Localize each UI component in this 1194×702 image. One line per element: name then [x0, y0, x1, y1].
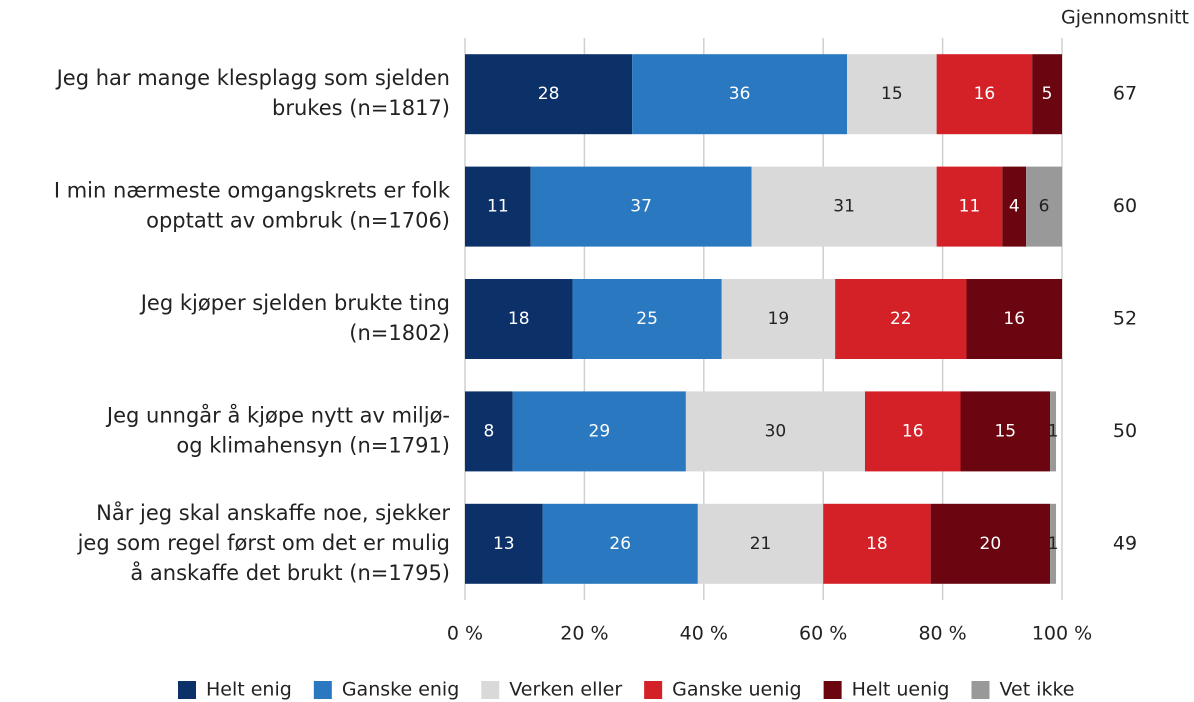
value-label: 19	[768, 309, 790, 329]
legend-label: Vet ikke	[999, 679, 1074, 701]
bar-segment	[721, 279, 836, 359]
bar-segment	[864, 391, 961, 472]
legend-swatch	[481, 681, 500, 699]
value-label: 18	[508, 309, 530, 329]
x-tick-label: 60 %	[799, 623, 847, 645]
value-label: 18	[866, 534, 888, 554]
value-label: 1	[1048, 534, 1059, 554]
value-label: 36	[729, 84, 751, 104]
x-tick-label: 100 %	[1032, 623, 1092, 645]
legend-label: Ganske enig	[342, 679, 459, 701]
x-tick-label: 40 %	[680, 623, 728, 645]
value-label: 15	[994, 421, 1016, 441]
category-label: Jeg unngår å kjøpe nytt av miljø-og klim…	[105, 402, 450, 457]
bar-segment	[530, 166, 752, 247]
bar-segment	[936, 166, 1003, 247]
legend-label: Ganske uenig	[672, 679, 801, 701]
legend-label: Helt enig	[206, 679, 292, 701]
bar-segment	[542, 503, 698, 584]
legend-label: Verken eller	[509, 679, 622, 701]
legend-swatch	[644, 681, 663, 699]
legend-swatch	[313, 681, 332, 699]
bar-segment	[1050, 503, 1057, 584]
bar-segment	[512, 391, 686, 472]
value-label: 16	[974, 84, 996, 104]
category-label: Jeg har mange klesplagg som sjelden bruke…	[55, 66, 450, 120]
value-label: 8	[483, 421, 494, 441]
value-label: 16	[1003, 309, 1025, 329]
bar-segment	[835, 279, 967, 359]
average-value: 50	[1113, 420, 1137, 442]
bar-segment	[465, 503, 543, 584]
average-value: 52	[1113, 308, 1137, 330]
bar-segment	[1026, 166, 1062, 247]
value-label: 21	[750, 534, 772, 554]
value-label: 20	[980, 534, 1002, 554]
value-label: 26	[609, 534, 631, 554]
bar-segment	[823, 503, 931, 584]
average-value: 67	[1113, 83, 1137, 105]
value-label: 4	[1009, 197, 1020, 217]
value-label: 5	[1042, 84, 1053, 104]
value-label: 25	[636, 309, 658, 329]
value-label: 31	[833, 197, 855, 217]
value-label: 11	[959, 197, 981, 217]
bar-segment	[465, 279, 573, 359]
category-label: Når jeg skal anskaffe noe, sjekker jeg so…	[77, 500, 451, 585]
value-label: 22	[890, 309, 912, 329]
category-label: Jeg kjøper sjelden brukte ting (n=1802)	[139, 291, 450, 345]
bar-segment	[1002, 166, 1027, 247]
bar-segment	[930, 503, 1051, 584]
value-label: 15	[881, 84, 903, 104]
bar-segment	[685, 391, 865, 472]
bar-segment	[572, 279, 722, 359]
bar-segment	[632, 54, 848, 135]
x-tick-label: 20 %	[560, 623, 608, 645]
value-label: 28	[538, 84, 560, 104]
value-label: 11	[487, 197, 509, 217]
bar-segment	[1032, 54, 1062, 135]
value-label: 16	[902, 421, 924, 441]
value-label: 1	[1048, 421, 1059, 441]
legend-swatch	[971, 681, 990, 699]
x-tick-label: 0 %	[447, 623, 483, 645]
bar-segment	[960, 391, 1051, 472]
value-label: 30	[765, 421, 787, 441]
legend-swatch	[823, 681, 842, 699]
value-label: 13	[493, 534, 515, 554]
legend-label: Helt uenig	[852, 679, 950, 701]
bar-segment	[697, 503, 824, 584]
bar-segment	[465, 391, 513, 472]
bar-segment	[465, 54, 633, 135]
bar-segment	[1050, 391, 1057, 472]
average-title: Gjennomsnitt	[1061, 7, 1189, 29]
bar-segment	[465, 166, 531, 247]
average-value: 60	[1113, 195, 1137, 217]
value-label: 37	[630, 197, 652, 217]
bar-segment	[847, 54, 937, 135]
average-value: 49	[1113, 532, 1137, 554]
bar-segment	[936, 54, 1033, 135]
value-label: 29	[589, 421, 611, 441]
x-tick-label: 80 %	[918, 623, 966, 645]
category-label: I min nærmeste omgangskrets er folk oppta…	[54, 179, 451, 233]
bar-segment	[966, 279, 1062, 359]
legend-swatch	[178, 681, 196, 699]
bar-segment	[751, 166, 937, 247]
value-label: 6	[1039, 197, 1050, 217]
